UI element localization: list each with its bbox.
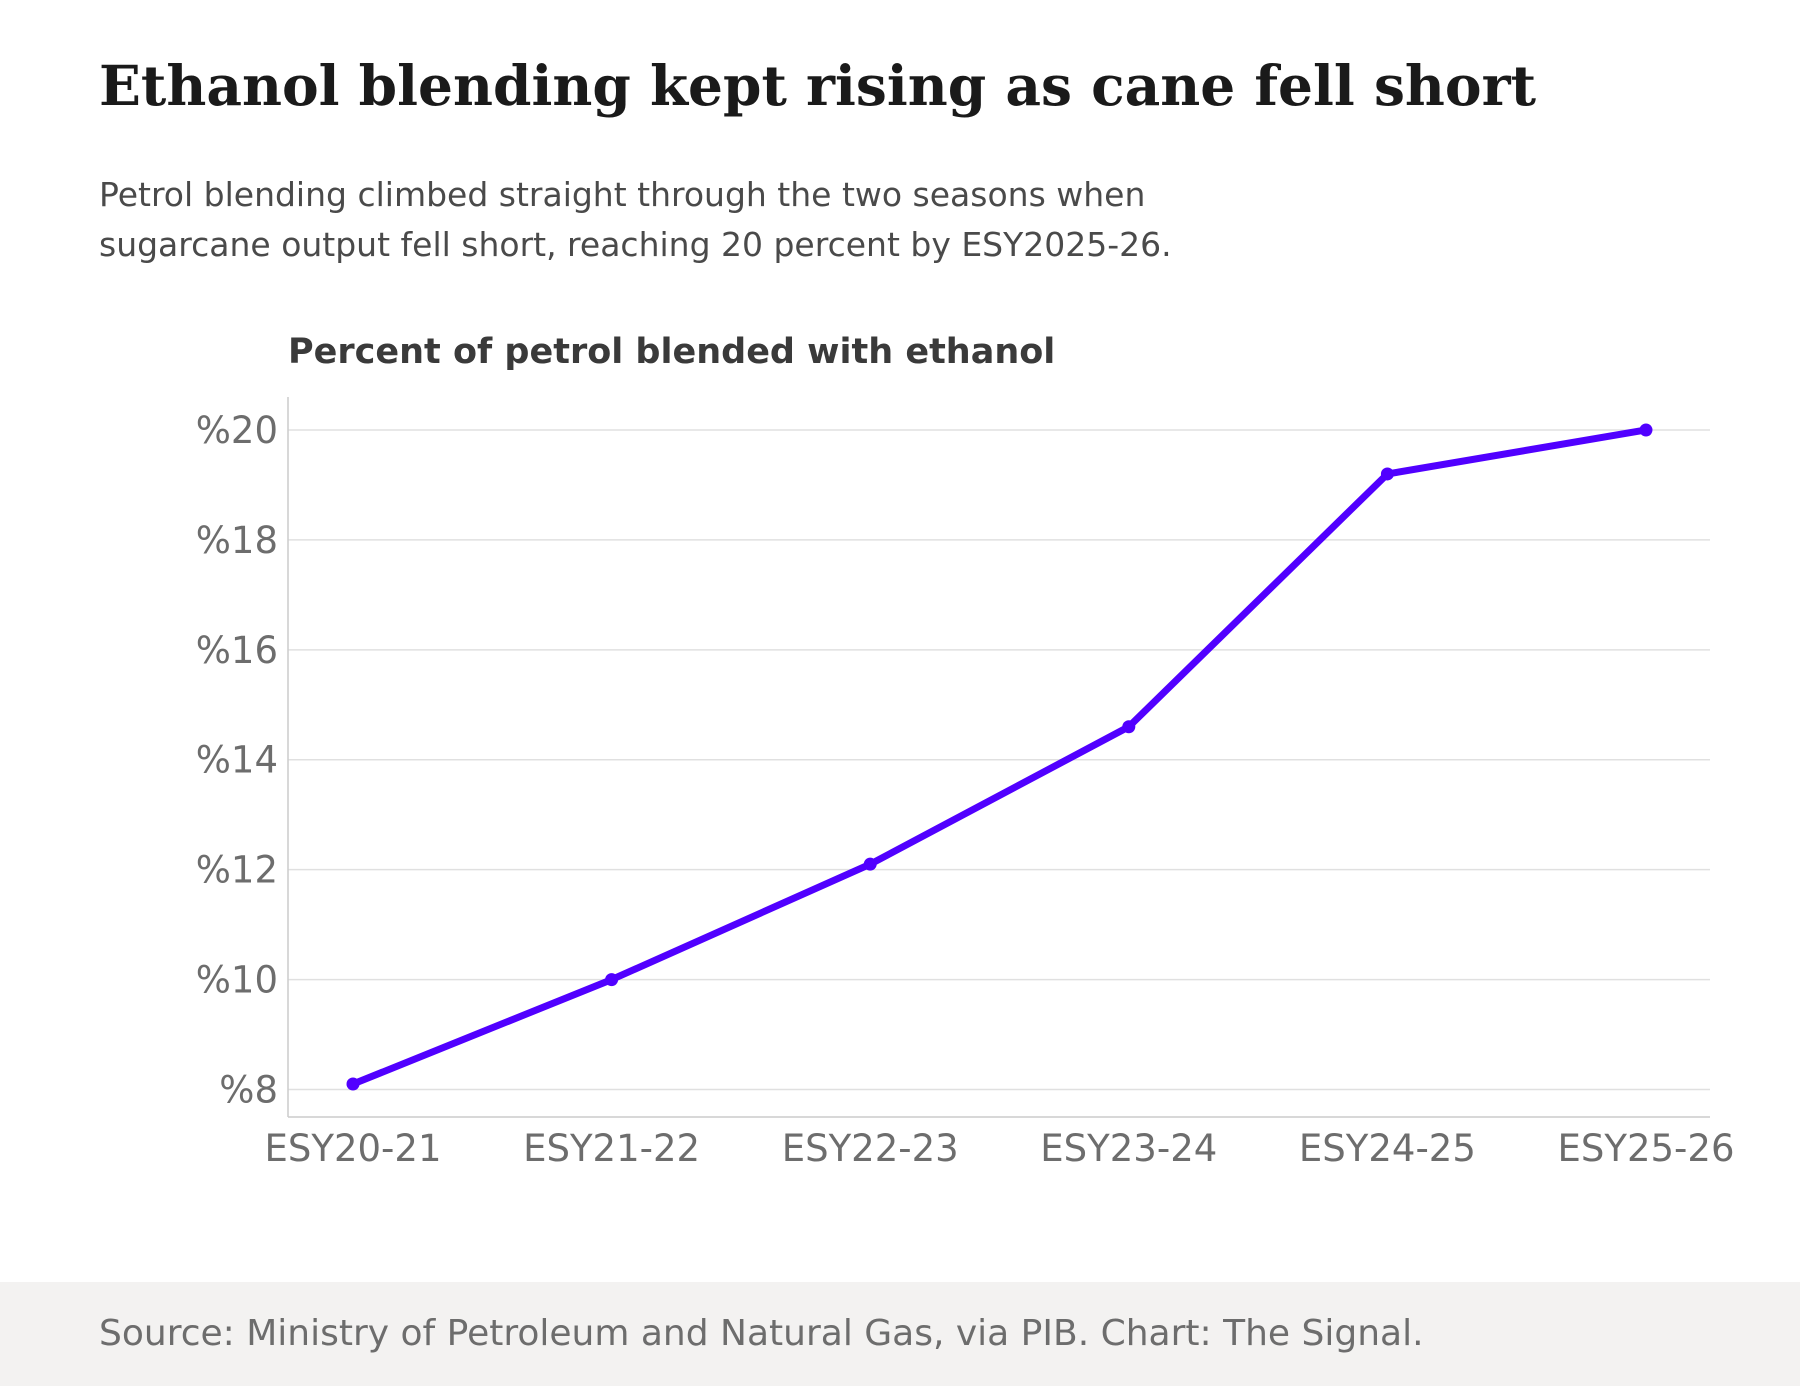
data-point [1122,720,1136,734]
y-tick-label: %16 [196,629,278,672]
axes [287,397,1710,1118]
y-tick-labels: %8 %10 %12 %14 %16 %18 %20 [196,409,278,1112]
gridlines [288,429,1710,1091]
series-layer [346,423,1653,1091]
page-subtitle: Petrol blending climbed straight through… [99,170,1349,270]
y-tick-label: %12 [196,849,278,892]
series-line [349,426,1650,1088]
y-tick-label: %8 [219,1069,278,1112]
x-tick-label: ESY20-21 [265,1127,442,1170]
x-tick-label: ESY25-26 [1558,1127,1735,1170]
y-tick-label: %20 [196,409,278,452]
data-point [863,857,877,871]
y-tick-label: %18 [196,519,278,562]
subtitle-line: Petrol blending climbed straight through… [99,175,1146,214]
y-tick-label: %10 [196,959,278,1002]
x-tick-labels: ESY20-21 ESY21-22 ESY22-23 ESY23-24 ESY24-25… [265,1127,1735,1170]
data-point [1380,467,1394,481]
page-title: Ethanol blending kept rising as cane fel… [99,53,1536,118]
subtitle-line: sugarcane output fell short, reaching 20… [99,225,1172,264]
data-point [346,1077,360,1091]
x-tick-label: ESY21-22 [523,1127,700,1170]
line-chart: Percent of petrol blended with ethanol %… [196,332,1735,1170]
x-tick-label: ESY24-25 [1299,1127,1476,1170]
source-note: Source: Ministry of Petroleum and Natura… [99,1313,1424,1354]
x-tick-label: ESY23-24 [1040,1127,1217,1170]
data-point [1639,423,1653,437]
x-tick-label: ESY22-23 [782,1127,959,1170]
data-point [605,973,619,987]
y-tick-label: %14 [196,739,278,782]
footer: Source: Ministry of Petroleum and Natura… [0,1282,1800,1386]
chart-title: Percent of petrol blended with ethanol [288,332,1055,372]
